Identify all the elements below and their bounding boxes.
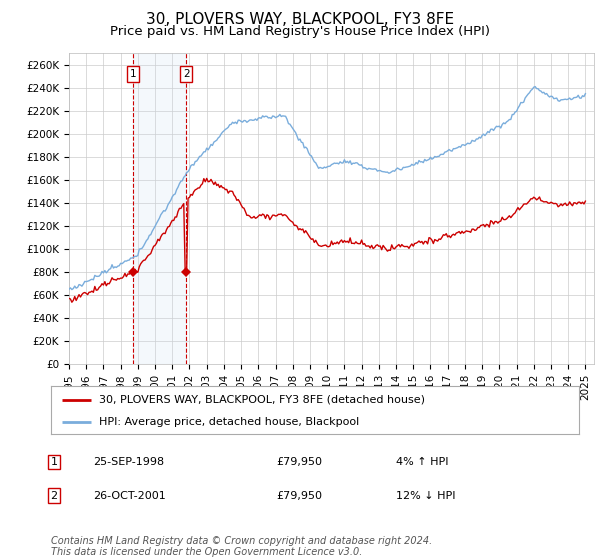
Bar [133, 53, 187, 364]
Text: 2: 2 [50, 491, 58, 501]
Text: 30, PLOVERS WAY, BLACKPOOL, FY3 8FE (detached house): 30, PLOVERS WAY, BLACKPOOL, FY3 8FE (det… [98, 395, 425, 405]
Text: 1: 1 [50, 457, 58, 467]
Text: 1: 1 [130, 69, 137, 79]
Text: 12% ↓ HPI: 12% ↓ HPI [396, 491, 455, 501]
Text: Contains HM Land Registry data © Crown copyright and database right 2024.
This d: Contains HM Land Registry data © Crown c… [51, 535, 432, 557]
Text: 4% ↑ HPI: 4% ↑ HPI [396, 457, 449, 467]
Text: 25-SEP-1998: 25-SEP-1998 [93, 457, 164, 467]
Text: 26-OCT-2001: 26-OCT-2001 [93, 491, 166, 501]
Text: £79,950: £79,950 [276, 457, 322, 467]
Text: 30, PLOVERS WAY, BLACKPOOL, FY3 8FE: 30, PLOVERS WAY, BLACKPOOL, FY3 8FE [146, 12, 454, 27]
Text: £79,950: £79,950 [276, 491, 322, 501]
Text: HPI: Average price, detached house, Blackpool: HPI: Average price, detached house, Blac… [98, 417, 359, 427]
Text: Price paid vs. HM Land Registry's House Price Index (HPI): Price paid vs. HM Land Registry's House … [110, 25, 490, 38]
Text: 2: 2 [183, 69, 190, 79]
